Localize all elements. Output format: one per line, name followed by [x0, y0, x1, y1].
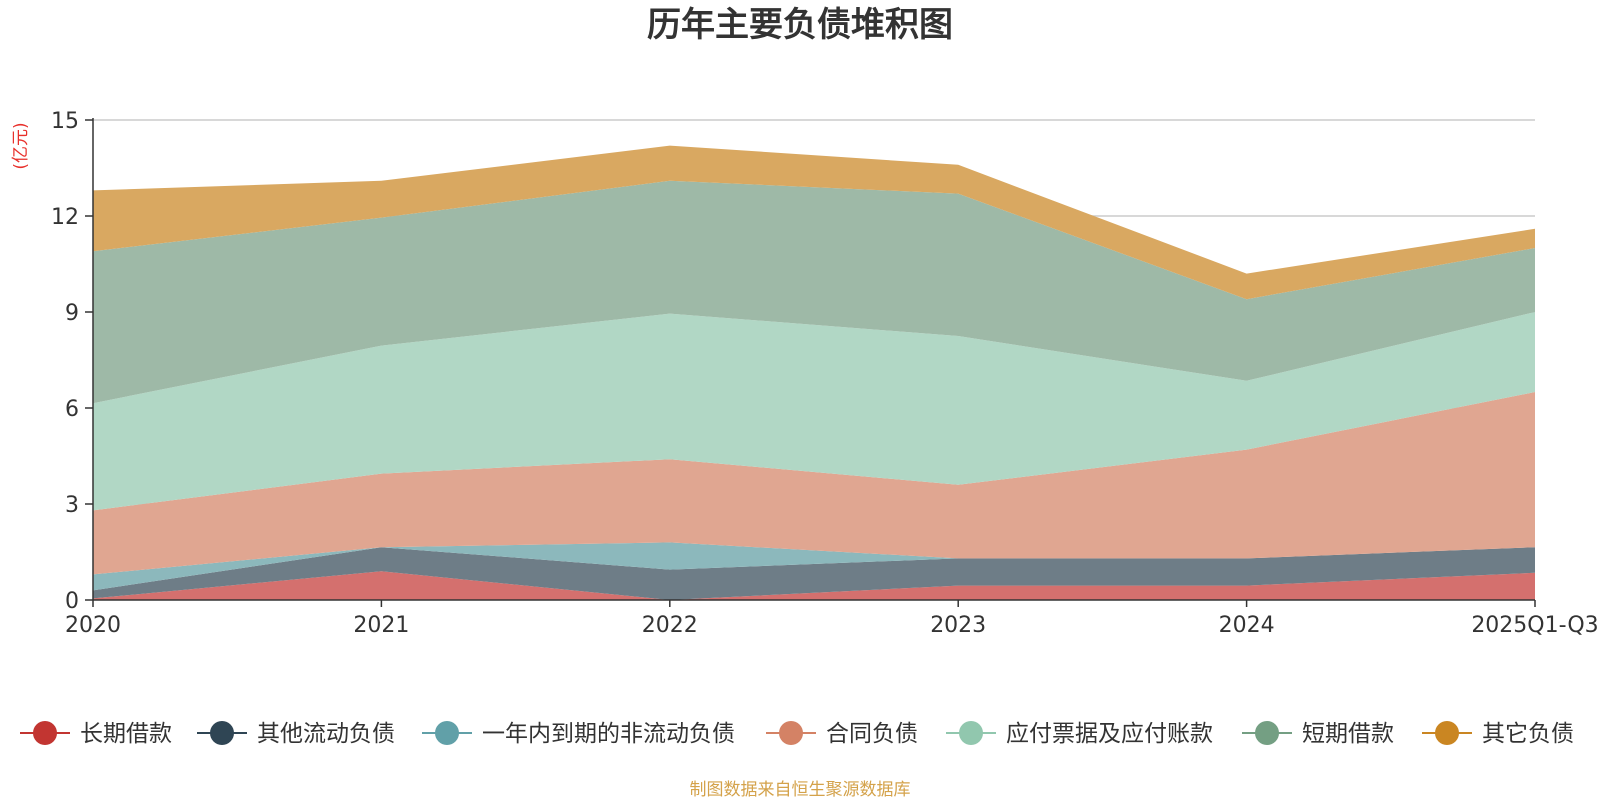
area-series-6[interactable] [93, 145, 1535, 300]
y-tick-label: 0 [65, 589, 79, 614]
y-tick-label: 12 [51, 205, 79, 230]
legend-item[interactable]: 短期借款 [1242, 721, 1394, 747]
area-series-3[interactable] [93, 392, 1535, 575]
legend-label: 其它负债 [1482, 721, 1574, 747]
area-series-4[interactable] [93, 312, 1535, 511]
legend-label: 短期借款 [1302, 721, 1394, 747]
x-tick-label: 2021 [353, 613, 409, 638]
area-series-1[interactable] [93, 547, 1535, 600]
legend-label: 一年内到期的非流动负债 [482, 721, 735, 747]
area-series-2[interactable] [93, 542, 1535, 591]
data-source-note: 制图数据来自恒生聚源数据库 [690, 780, 911, 800]
legend-item[interactable]: 应付票据及应付账款 [946, 721, 1213, 747]
area-series [93, 145, 1535, 600]
legend-label: 长期借款 [80, 721, 172, 747]
legend-item[interactable]: 合同负债 [766, 721, 918, 747]
legend[interactable]: 长期借款 其他流动负债 一年内到期的非流动负债 合同负债 应付票据及应付账款 短期借款 其它… [20, 721, 1574, 747]
y-tick-label: 15 [51, 109, 79, 134]
y-tick-label: 9 [65, 301, 79, 326]
x-tick-label: 2025Q1-Q3 [1471, 613, 1598, 638]
chart-title: 历年主要负债堆积图 [647, 5, 953, 45]
legend-marker-icon [33, 721, 57, 745]
legend-label: 应付票据及应付账款 [1006, 721, 1213, 747]
area-series-5[interactable] [93, 180, 1535, 404]
legend-item[interactable]: 其它负债 [1422, 721, 1574, 747]
y-tick-label: 6 [65, 397, 79, 422]
legend-marker-icon [779, 721, 803, 745]
x-tick-label: 2022 [642, 613, 698, 638]
y-axis-unit-label: (亿元) [11, 122, 31, 169]
legend-marker-icon [1255, 721, 1279, 745]
legend-item[interactable]: 其他流动负债 [197, 721, 395, 747]
legend-label: 其他流动负债 [257, 721, 395, 747]
legend-item[interactable]: 一年内到期的非流动负债 [422, 721, 735, 747]
legend-item[interactable]: 长期借款 [20, 721, 172, 747]
x-tick-label: 2023 [930, 613, 986, 638]
legend-label: 合同负债 [826, 721, 918, 747]
legend-marker-icon [1435, 721, 1459, 745]
legend-marker-icon [959, 721, 983, 745]
y-tick-label: 3 [65, 493, 79, 518]
area-series-0[interactable] [93, 571, 1535, 600]
legend-marker-icon [210, 721, 234, 745]
legend-marker-icon [435, 721, 459, 745]
x-tick-label: 2024 [1219, 613, 1275, 638]
x-tick-label: 2020 [65, 613, 121, 638]
axes: 0 3 6 9 12 15 2020 2021 2022 2023 2024 2025Q1-Q3 [51, 109, 1599, 638]
